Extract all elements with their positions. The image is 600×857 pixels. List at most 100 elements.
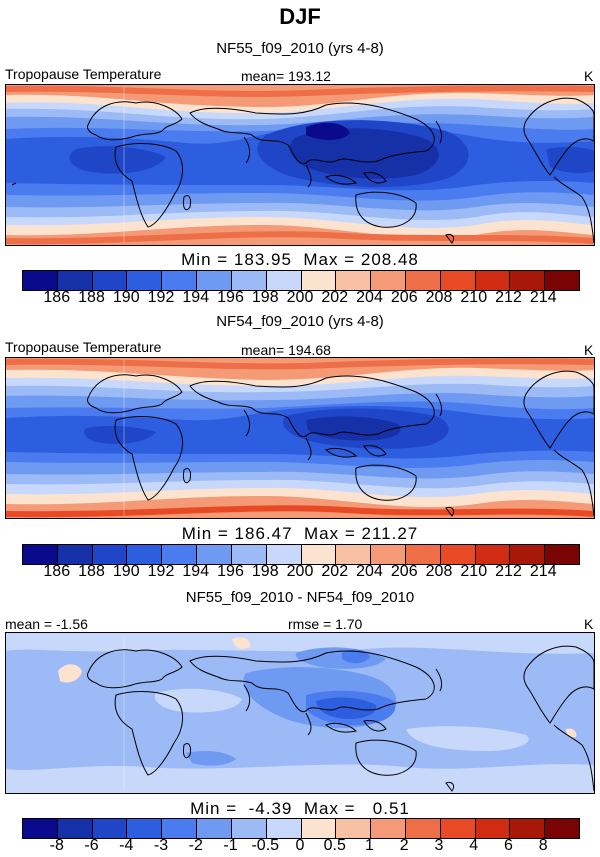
panel-1-min-max: Min = 183.95 Max = 208.48 [181,250,419,269]
colorbar-tick-label: 206 [390,563,418,580]
colorbar-segment [545,545,579,564]
colorbar-segment [336,819,372,838]
colorbar-tick-label: 196 [217,289,244,306]
colorbar-segment [23,819,58,838]
panel-2-max-label: Max [304,524,340,543]
colorbar-tick-label: 214 [529,289,557,306]
colorbar-tick-label: 200 [286,289,314,306]
colorbar-segment [162,545,198,564]
colorbar-segment [57,271,93,290]
colorbar-segment [371,819,406,838]
colorbar-3 [22,818,580,839]
colorbar-tick-label: 194 [182,289,210,306]
panel-2-min-label: Min [181,524,213,543]
colorbar-segment [440,271,476,290]
colorbar-tick-label: 1 [365,837,374,854]
colorbar-tick-label: 208 [425,289,453,306]
colorbar-segment [405,819,441,838]
colorbar-tick-label: -1 [223,837,238,854]
panel-2-title: NF54_f09_2010 (yrs 4-8) [216,313,384,330]
colorbar-tick-label: 0.5 [323,837,346,854]
colorbar-segment [405,271,441,290]
panel-1-contour-map [6,85,594,245]
panel-2-mean: mean= 194.68 [241,342,331,358]
colorbar-segment [127,819,163,838]
panel-3-rmse: rmse = 1.70 [288,616,363,632]
colorbar-segment [23,271,58,290]
colorbar-tick-label: 204 [356,289,383,306]
panel-2-variable-label: Tropopause Temperature [5,339,162,355]
colorbar-1 [22,270,580,291]
colorbar-segment [371,271,406,290]
colorbar-tick-label: 204 [356,563,383,580]
colorbar-segment [336,545,372,564]
colorbar-tick-label: -0.5 [251,837,280,854]
colorbar-segment [440,545,476,564]
panel-1-mean: mean= 193.12 [241,68,331,84]
colorbar-tick-label: 3 [434,837,444,854]
colorbar-segment [57,545,93,564]
colorbar-tick-label: -8 [49,837,64,854]
colorbar-tick-label: 186 [43,563,71,580]
colorbar-segment [127,545,163,564]
colorbar-segment [162,271,198,290]
panel-3-title: NF55_f09_2010 - NF54_f09_2010 [185,589,415,606]
colorbar-2-ticks: 186 188 190 192 194 196 198 200 202 204 206 208 210 2… [22,563,578,583]
panel-3-contour-map [6,633,594,793]
colorbar-segment [545,819,579,838]
colorbar-tick-label: 188 [78,563,105,580]
panel-3-mean: mean = -1.56 [5,616,88,632]
colorbar-segment [197,819,232,838]
colorbar-segment [301,819,337,838]
colorbar-segment [231,819,267,838]
colorbar-tick-label: -6 [84,837,99,854]
colorbar-tick-label: 210 [460,563,488,580]
panel-1-map [5,84,595,246]
colorbar-tick-label: 2 [399,837,409,854]
panel-2-min-max: Min = 186.47 Max = 211.27 [181,524,419,543]
panel-3-units: K [584,616,594,632]
colorbar-segment [266,819,302,838]
colorbar-segment [510,545,546,564]
colorbar-tick-label: 210 [460,289,488,306]
panel-3-max-value: 0.51 [372,799,410,818]
panel-3-min-max: Min = -4.39 Max = 0.51 [190,799,410,818]
colorbar-segment [266,545,302,564]
panel-1-max-value: 208.48 [360,250,419,269]
colorbar-tick-label: 6 [504,837,513,854]
colorbar-segment [440,819,476,838]
colorbar-tick-label: 192 [147,289,175,306]
colorbar-tick-label: 208 [425,563,453,580]
colorbar-2 [22,544,580,565]
colorbar-segment [301,271,337,290]
colorbar-segment [475,271,511,290]
colorbar-tick-label: 190 [112,563,140,580]
colorbar-tick-label: 188 [78,289,105,306]
colorbar-segment [162,819,198,838]
panel-1-variable-label: Tropopause Temperature [5,66,162,82]
colorbar-tick-label: 214 [529,563,557,580]
colorbar-segment [92,819,128,838]
colorbar-segment [371,545,406,564]
colorbar-segment [545,271,579,290]
colorbar-tick-label: 198 [251,289,279,306]
colorbar-segment [510,271,546,290]
colorbar-tick-label: 206 [390,289,418,306]
colorbar-tick-label: 186 [43,289,71,306]
colorbar-segment [231,545,267,564]
colorbar-tick-label: 8 [538,837,548,854]
panel-2-units: K [584,342,594,358]
colorbar-segment [92,271,128,290]
panel-1-max-label: Max [303,250,339,269]
panel-2-max-value: 211.27 [361,524,419,543]
colorbar-tick-label: 200 [286,563,314,580]
colorbar-tick-label: 192 [147,563,175,580]
colorbar-segment [92,545,128,564]
panel-1-title: NF55_f09_2010 (yrs 4-8) [216,40,384,57]
panel-3-map [5,632,595,794]
panel-3-max-label: Max [303,799,339,818]
colorbar-tick-label: 202 [321,289,349,306]
colorbar-tick-label: 212 [495,563,522,580]
colorbar-tick-label: -4 [119,837,134,854]
colorbar-segment [301,545,337,564]
